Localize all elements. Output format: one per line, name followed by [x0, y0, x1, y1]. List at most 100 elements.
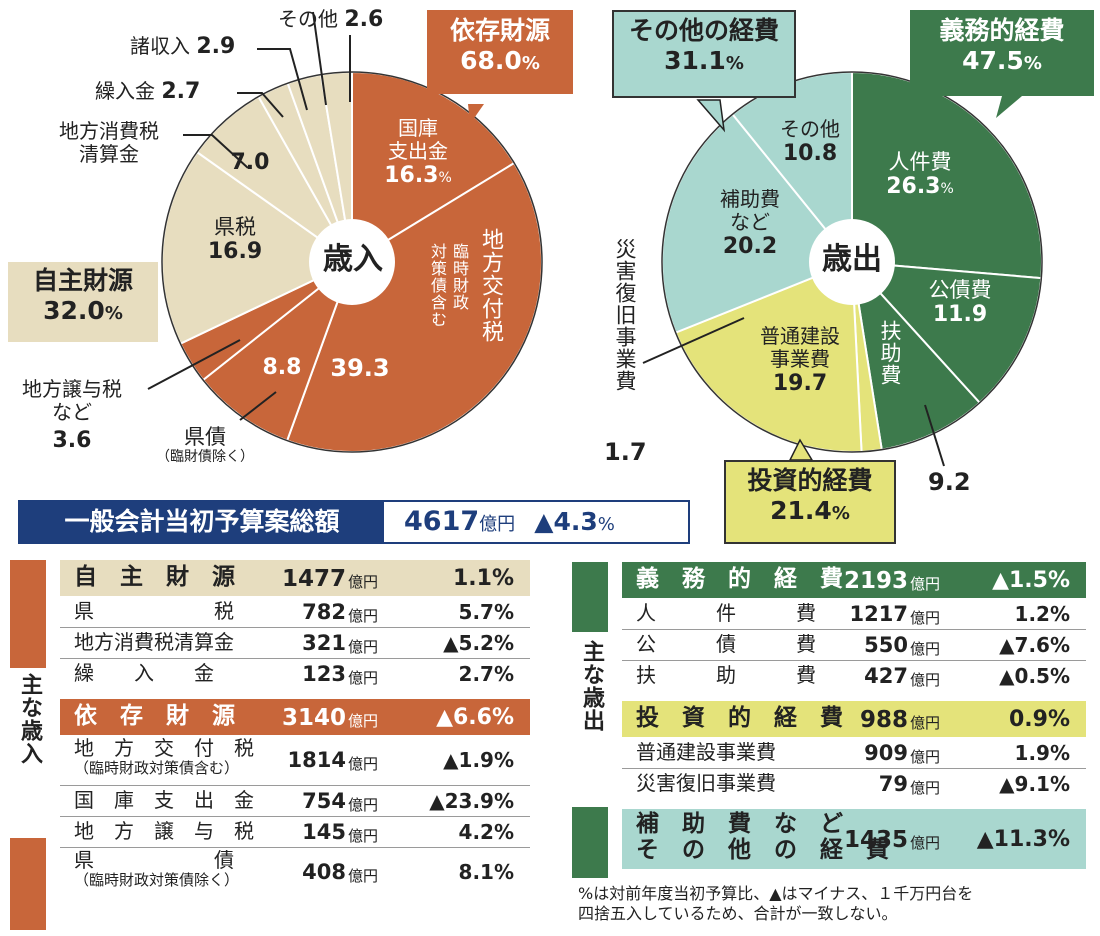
row-label: 地方消費税清算金 [74, 629, 234, 654]
label-rev-sonota: その他 2.6 [278, 7, 384, 32]
label-joyo: 地方譲与税 など 3.6 [22, 377, 122, 454]
row-change: ▲1.9% [443, 748, 514, 772]
row-amount: 321 [302, 630, 346, 655]
row-amount: 1435 [843, 827, 908, 853]
row-change: ▲5.2% [443, 630, 514, 655]
row-label: 自 主 財 源 [74, 564, 235, 590]
revenue-pie-hole [309, 219, 395, 305]
callout-pointer [996, 96, 1022, 118]
table-row: 地 方 譲 与 税 145 億円 4.2% [60, 816, 530, 847]
revenue-center-label: 歳入 [323, 242, 383, 277]
leader-lines [147, 11, 945, 467]
row-change: 8.1% [458, 860, 514, 884]
row-label: 投 資 的 経 費 [636, 705, 843, 731]
slice-label-fujo: 扶助費 [878, 320, 902, 386]
table-row: 公 債 費 550 億円 ▲7.6% [622, 629, 1086, 660]
row-change: 1.2% [1014, 601, 1070, 626]
row-unit: 億円 [348, 637, 379, 656]
row-amount: 782 [302, 599, 346, 624]
table-header-row: 義 務 的 経 費 2193 億円 ▲1.5% [622, 562, 1086, 598]
row-divider [60, 847, 530, 848]
expenditure-pie-hole [809, 219, 895, 305]
row-label: 公 債 費 [636, 631, 816, 656]
table-header-row: 補 助 費 な どそ の 他 の 経 費 1435 億円 ▲11.3% [622, 809, 1086, 869]
row-amount: 427 [864, 663, 908, 688]
table-row: 県 債（臨時財政対策債除く） 408 億円 8.1% [60, 847, 530, 897]
row-label: 県 税 [74, 598, 234, 623]
row-unit: 億円 [910, 747, 941, 766]
table-row: 扶 助 費 427 億円 ▲0.5% [622, 660, 1086, 691]
row-label: 繰 入 金 [74, 660, 214, 685]
table-header-row: 依 存 財 源 3140 億円 ▲6.6% [60, 699, 530, 735]
table-header-row: 自 主 財 源 1477 億円 1.1% [60, 560, 530, 596]
slice-label-exp-sonota: その他 10.8 [780, 117, 840, 167]
row-label-text: 扶 助 費 [636, 662, 816, 687]
row-amount: 3140 [281, 705, 346, 731]
row-change: ▲0.5% [999, 663, 1070, 688]
callout-sonota-keihi: その他の経費 31.1% [612, 10, 796, 98]
row-label: 県 債（臨時財政対策債除く） [74, 849, 239, 889]
table-row: 地方消費税清算金 321 億円 ▲5.2% [60, 627, 530, 658]
budget-total-banner: 一般会計当初予算案総額 4617億円 ▲4.3% [18, 500, 690, 544]
row-label: 扶 助 費 [636, 662, 816, 687]
expenditure-center-label: 歳出 [822, 242, 882, 277]
table-row: 地 方 交 付 税（臨時財政対策債含む） 1814 億円 ▲1.9% [60, 735, 530, 785]
slice-value-shohi: 7.0 [230, 150, 270, 175]
row-unit: 億円 [910, 670, 941, 689]
row-unit: 億円 [910, 834, 941, 852]
callout-pointer [696, 99, 726, 133]
callout-jishu: 自主財源 32.0% [8, 262, 158, 342]
row-change: ▲9.1% [999, 771, 1070, 796]
row-unit: 億円 [348, 826, 379, 845]
row-amount: 1217 [849, 601, 908, 626]
row-label-text: 自 主 財 源 [74, 564, 235, 591]
expenditure-outline [661, 71, 1043, 453]
row-change: 2.7% [458, 661, 514, 686]
row-amount: 408 [302, 860, 346, 884]
row-unit: 億円 [348, 668, 379, 687]
row-label-text: 県 税 [74, 598, 234, 623]
expenditure-pie [661, 70, 1043, 453]
row-label-subtext: （臨時財政対策債含む） [74, 759, 240, 777]
callout-toshi: 投資的経費 21.4% [724, 460, 896, 544]
row-label-text: 国 庫 支 出 金 [74, 787, 254, 812]
row-amount: 909 [864, 740, 908, 765]
row-label-text: 県 債 [74, 848, 234, 872]
row-label-text: 地方消費税清算金 [74, 629, 234, 654]
revenue-outline [161, 71, 543, 453]
row-label-text: 普通建設事業費 [636, 739, 776, 764]
table-row: 国 庫 支 出 金 754 億円 ▲23.9% [60, 785, 530, 816]
row-label: 依 存 財 源 [74, 703, 235, 729]
row-amount: 550 [864, 632, 908, 657]
slice-label-kofu-note1: 臨時財政 [450, 243, 469, 311]
revenue-pie [161, 70, 543, 453]
row-divider [60, 658, 530, 659]
row-label-text: 繰 入 金 [74, 660, 214, 685]
table-row: 県 税 782 億円 5.7% [60, 596, 530, 627]
callout-gimu: 義務的経費 47.5% [910, 10, 1094, 96]
row-unit: 億円 [348, 606, 379, 625]
row-label: 国 庫 支 出 金 [74, 787, 254, 812]
table-row: 災害復旧事業費 79 億円 ▲9.1% [622, 768, 1086, 799]
row-change: ▲1.5% [992, 568, 1070, 593]
table-row: 人 件 費 1217 億円 1.2% [622, 598, 1086, 629]
row-label-text: 地 方 譲 与 税 [74, 818, 254, 843]
expenditure-table: 義 務 的 経 費 2193 億円 ▲1.5% 人 件 費 1217 億円 1.2% 公 債 費… [622, 562, 1086, 880]
row-label-text: 公 債 費 [636, 631, 816, 656]
row-label-text: 依 存 財 源 [74, 703, 235, 730]
row-amount: 1814 [287, 748, 346, 772]
slice-value-kofu: 39.3 [330, 354, 390, 382]
row-label: 災害復旧事業費 [636, 771, 776, 795]
slice-label-jinken: 人件費 26.3% [886, 150, 954, 200]
label-shohi: 地方消費税 清算金 [59, 119, 159, 166]
slice-label-kosai: 公債費 11.9 [928, 278, 992, 328]
budget-total-title: 一般会計当初予算案総額 [20, 502, 384, 542]
row-amount: 145 [302, 819, 346, 844]
row-unit: 億円 [348, 573, 379, 591]
label-saigai: 災害復旧事業費 [613, 238, 637, 392]
callout-izon: 依存財源 68.0% [427, 10, 573, 94]
row-amount: 1477 [281, 566, 346, 592]
row-unit: 億円 [910, 608, 941, 627]
pie-charts [127, 11, 1043, 467]
row-label-subtext: そ の 他 の 経 費 [636, 837, 889, 864]
